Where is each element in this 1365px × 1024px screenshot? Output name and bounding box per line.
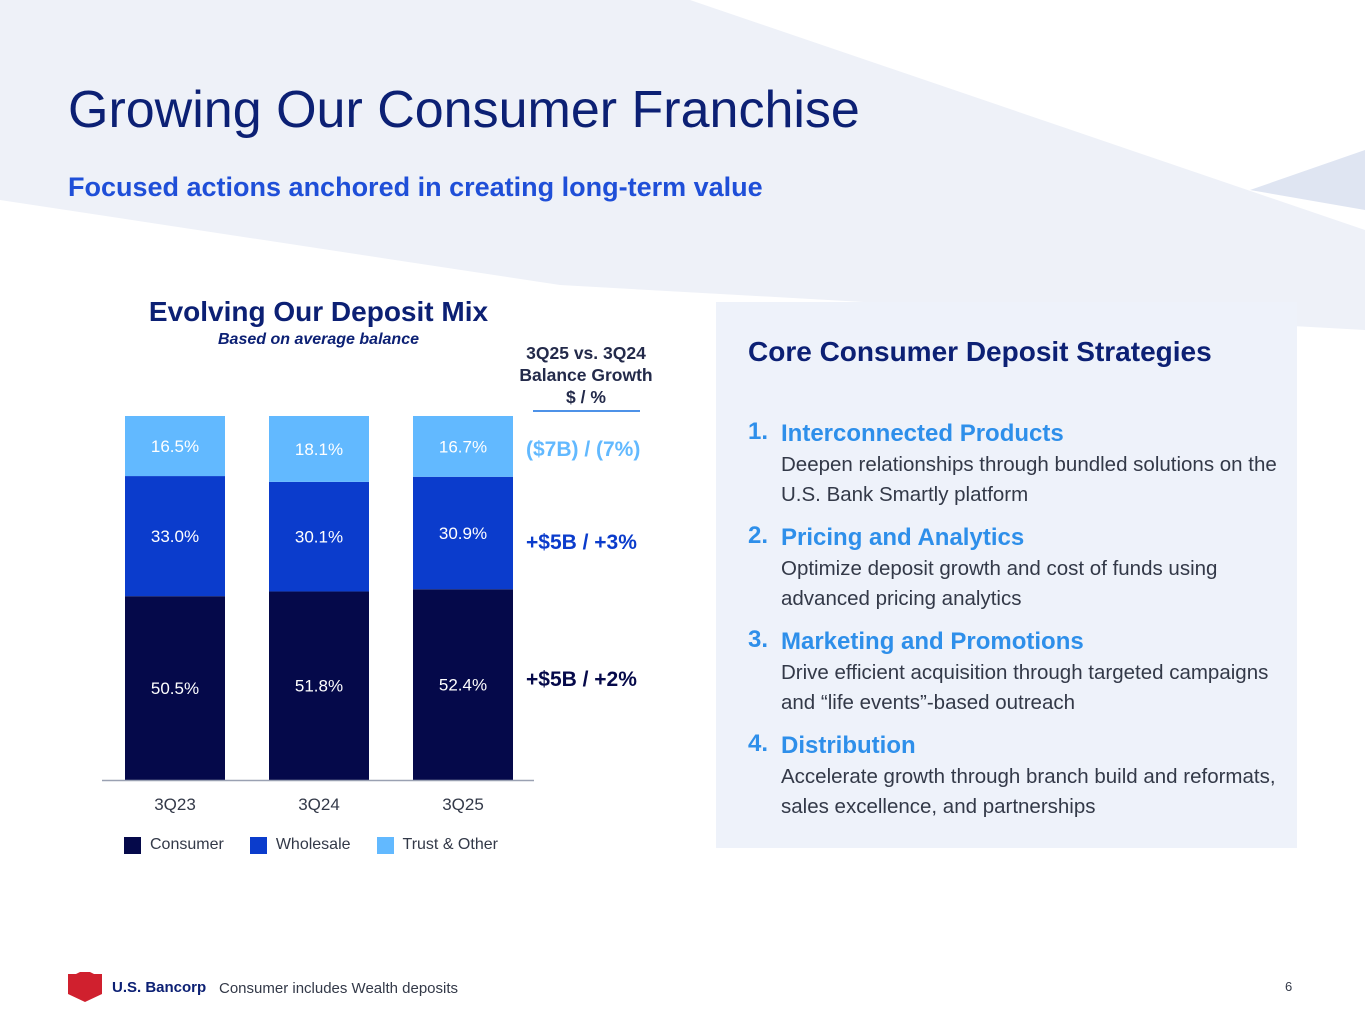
strategy-name: Distribution bbox=[781, 732, 916, 759]
growth-consumer: +$5B / +2% bbox=[526, 668, 637, 691]
bar-wholesale-3q23 bbox=[125, 476, 225, 597]
growth-wholesale: +$5B / +3% bbox=[526, 531, 637, 554]
chart-subtitle: Based on average balance bbox=[218, 331, 419, 348]
growth-trust-other: ($7B) / (7%) bbox=[526, 438, 641, 461]
data-label-trust-other-3q23: 16.5% bbox=[151, 437, 199, 456]
data-label-consumer-3q25: 52.4% bbox=[439, 676, 487, 695]
strategy-name: Marketing and Promotions bbox=[781, 628, 1084, 655]
strategies-list: 1. Interconnected Products Deepen relati… bbox=[748, 418, 1288, 834]
chart-title: Evolving Our Deposit Mix bbox=[148, 296, 489, 327]
data-label-wholesale-3q23: 33.0% bbox=[151, 527, 199, 546]
growth-header: 3Q25 vs. 3Q24 Balance Growth $ / % bbox=[506, 342, 666, 408]
strategy-name: Interconnected Products bbox=[781, 420, 1064, 447]
legend-swatch-trust-other bbox=[376, 836, 394, 854]
chart-legend: Consumer Wholesale Trust & Other bbox=[124, 836, 524, 854]
bar-wholesale-3q25 bbox=[413, 476, 513, 590]
page-number: 6 bbox=[1285, 979, 1293, 994]
data-label-wholesale-3q24: 30.1% bbox=[295, 528, 343, 547]
strategies-title: Core Consumer Deposit Strategies bbox=[748, 336, 1212, 367]
growth-header-line3: $ / % bbox=[566, 387, 606, 407]
bar-wholesale-3q24 bbox=[269, 481, 369, 592]
logo-text: U.S. Bancorp bbox=[112, 978, 207, 996]
strategy-item: 3. Marketing and Promotions Drive effici… bbox=[748, 626, 1288, 718]
legend-swatch-wholesale bbox=[249, 836, 267, 854]
strategy-item: 2. Pricing and Analytics Optimize deposi… bbox=[748, 522, 1288, 614]
data-label-wholesale-3q25: 30.9% bbox=[439, 524, 487, 543]
page-title: Growing Our Consumer Franchise bbox=[68, 81, 860, 139]
strategy-description: Optimize deposit growth and cost of fund… bbox=[781, 557, 1218, 610]
strategy-item: 1. Interconnected Products Deepen relati… bbox=[748, 418, 1288, 510]
strategy-number: 1. bbox=[748, 418, 769, 445]
growth-header-rule bbox=[533, 410, 640, 412]
legend-swatch-consumer bbox=[124, 836, 141, 854]
bar-consumer-3q24 bbox=[269, 591, 369, 780]
bar-trust-other-3q24 bbox=[269, 416, 369, 482]
company-logo: U.S. Bancorp bbox=[68, 972, 206, 1002]
strategy-item: 4. Distribution Accelerate growth throug… bbox=[748, 730, 1288, 822]
x-tick-label: 3Q24 bbox=[298, 795, 340, 814]
legend-label-wholesale: Wholesale bbox=[275, 836, 351, 853]
strategy-number: 3. bbox=[748, 626, 769, 653]
bar-trust-other-3q23 bbox=[125, 416, 225, 477]
legend-label-trust-other: Trust & Other bbox=[402, 836, 498, 853]
x-tick-label: 3Q25 bbox=[442, 795, 484, 814]
strategies-panel bbox=[716, 302, 1297, 848]
bar-trust-other-3q25 bbox=[413, 416, 513, 477]
x-tick-label: 3Q23 bbox=[154, 795, 196, 814]
strategy-description: Drive efficient acquisition through targ… bbox=[781, 661, 1269, 714]
shield-logo-icon bbox=[68, 972, 102, 1002]
strategy-number: 4. bbox=[748, 730, 769, 757]
strategy-name: Pricing and Analytics bbox=[781, 524, 1025, 551]
strategy-number: 2. bbox=[748, 522, 769, 549]
data-label-consumer-3q24: 51.8% bbox=[295, 677, 343, 696]
data-label-trust-other-3q24: 18.1% bbox=[295, 440, 343, 459]
bar-consumer-3q25 bbox=[413, 589, 513, 780]
legend-label-consumer: Consumer bbox=[150, 836, 224, 853]
data-label-consumer-3q23: 50.5% bbox=[151, 679, 199, 698]
legend-item-wholesale: Wholesale bbox=[249, 836, 351, 854]
strategy-description: Accelerate growth through branch build a… bbox=[781, 765, 1276, 818]
page-subtitle: Focused actions anchored in creating lon… bbox=[68, 172, 763, 202]
bar-consumer-3q23 bbox=[125, 596, 225, 780]
growth-header-line2: Balance Growth bbox=[519, 365, 653, 385]
legend-item-consumer: Consumer bbox=[124, 836, 224, 854]
strategy-description: Deepen relationships through bundled sol… bbox=[781, 453, 1277, 506]
growth-header-line1: 3Q25 vs. 3Q24 bbox=[526, 343, 646, 363]
data-label-trust-other-3q25: 16.7% bbox=[439, 437, 487, 456]
legend-item-trust-other: Trust & Other bbox=[376, 836, 498, 854]
footnote: Consumer includes Wealth deposits bbox=[219, 980, 459, 997]
